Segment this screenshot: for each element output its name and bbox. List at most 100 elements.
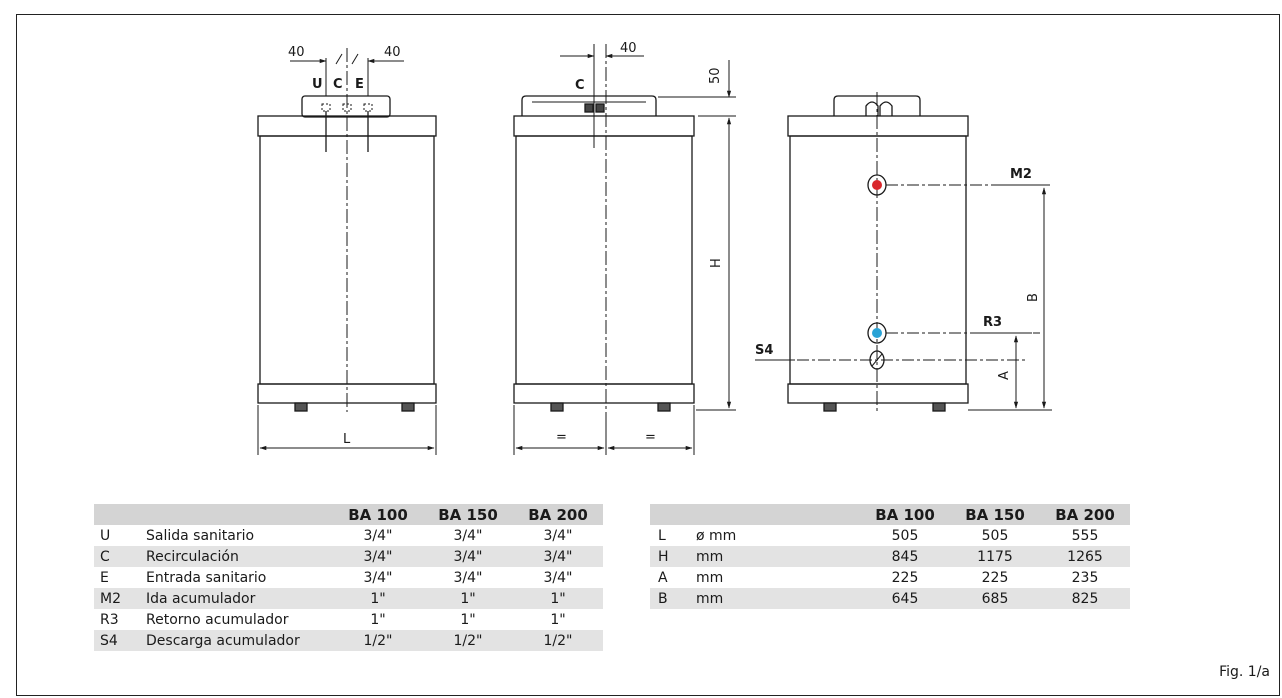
table-row: S4 Descarga acumulador 1/2" 1/2" 1/2" [94,630,603,651]
row-code: H [658,548,669,565]
row-code: M2 [100,590,121,607]
side-top-cap [521,95,657,116]
row-code: L [658,527,666,544]
cell-ba150: 685 [981,590,1009,607]
cell-ba100: 3/4" [363,548,393,565]
cell-ba200: 1" [550,611,566,628]
header-ba200: BA 200 [528,505,588,524]
cell-ba200: 3/4" [543,569,573,586]
table-row: H mm 845 1175 1265 [650,546,1130,567]
dim-40-right: 40 [384,45,401,60]
header-cell [650,504,692,525]
label-u: U [312,77,323,92]
table-row: U Salida sanitario 3/4" 3/4" 3/4" [94,525,603,546]
header-ba150: BA 150 [965,505,1025,524]
table-row: C Recirculación 3/4" 3/4" 3/4" [94,546,603,567]
cell-ba200: 1" [550,590,566,607]
row-code: B [658,590,668,607]
connections-table: BA 100 BA 150 BA 200 U Salida sanitario … [94,504,603,651]
front-view [257,48,437,455]
cell-ba100: 505 [891,527,919,544]
label-s4: S4 [755,343,773,358]
cell-ba200: 3/4" [543,527,573,544]
drawing-frame [16,14,1280,696]
row-code: U [100,527,111,544]
rear-tank-body [789,135,967,385]
dim-40-side: 40 [620,41,637,56]
cell-ba150: 3/4" [453,548,483,565]
row-code: R3 [100,611,119,628]
row-code: E [100,569,109,586]
cell-ba100: 1" [370,611,386,628]
dim-50: 50 [708,67,723,84]
header-ba100: BA 100 [875,505,935,524]
row-unit: ø mm [696,527,737,544]
dim-b: B [1026,293,1041,302]
label-c: C [333,77,343,92]
row-desc: Retorno acumulador [146,611,289,628]
side-top-band [513,115,695,137]
cell-ba200: 825 [1071,590,1099,607]
cell-ba100: 1" [370,590,386,607]
row-desc: Descarga acumulador [146,632,300,649]
dim-a: A [997,371,1012,380]
header-ba100: BA 100 [348,505,408,524]
r3-connection-dot [872,328,882,338]
cell-ba100: 3/4" [363,527,393,544]
row-code: C [100,548,110,565]
header-cell [692,504,860,525]
side-view [513,44,736,455]
cell-ba100: 3/4" [363,569,393,586]
cell-ba150: 3/4" [453,569,483,586]
top-cap [301,95,391,118]
cell-ba100: 645 [891,590,919,607]
cell-ba150: 1" [460,611,476,628]
label-r3: R3 [983,315,1002,330]
dim-l-label: L [343,432,351,447]
table-row: E Entrada sanitario 3/4" 3/4" 3/4" [94,567,603,588]
row-desc: Ida acumulador [146,590,256,607]
cell-ba200: 555 [1071,527,1099,544]
header-cell [142,504,333,525]
m2-connection-dot [872,180,882,190]
cell-ba150: 3/4" [453,527,483,544]
cell-ba150: 1175 [977,548,1013,565]
table-row: L ø mm 505 505 555 [650,525,1130,546]
table-header-row: BA 100 BA 150 BA 200 [94,504,603,525]
cell-ba150: 225 [981,569,1009,586]
foot-right [401,402,415,412]
cell-ba100: 1/2" [363,632,393,649]
dim-equal-left: = [556,430,567,445]
header-ba150: BA 150 [438,505,498,524]
row-desc: Recirculación [146,548,239,565]
side-tank-body [515,135,693,385]
table-row: A mm 225 225 235 [650,567,1130,588]
cell-ba200: 1/2" [543,632,573,649]
header-cell [94,504,142,525]
table-header-row: BA 100 BA 150 BA 200 [650,504,1130,525]
row-desc: Salida sanitario [146,527,255,544]
row-unit: mm [696,548,724,565]
label-c-side: C [575,78,585,93]
row-desc: Entrada sanitario [146,569,267,586]
cell-ba200: 3/4" [543,548,573,565]
dim-40-left: 40 [288,45,305,60]
cell-ba200: 235 [1071,569,1099,586]
cell-ba150: 1/2" [453,632,483,649]
header-ba200: BA 200 [1055,505,1115,524]
cell-ba100: 845 [891,548,919,565]
dimensions-table: BA 100 BA 150 BA 200 L ø mm 505 505 555 … [650,504,1130,609]
table-row: M2 Ida acumulador 1" 1" 1" [94,588,603,609]
cell-ba150: 505 [981,527,1009,544]
technical-drawing: 40 40 U C E L 40 C 50 H = = [257,41,1052,455]
cell-ba200: 1265 [1067,548,1103,565]
rear-view [755,92,1052,412]
cell-ba150: 1" [460,590,476,607]
side-bottom-band [513,383,695,404]
table-row: B mm 645 685 825 [650,588,1130,609]
label-m2: M2 [1010,167,1032,182]
row-unit: mm [696,590,724,607]
row-code: S4 [100,632,118,649]
cell-ba100: 225 [891,569,919,586]
table-row: R3 Retorno acumulador 1" 1" 1" [94,609,603,630]
